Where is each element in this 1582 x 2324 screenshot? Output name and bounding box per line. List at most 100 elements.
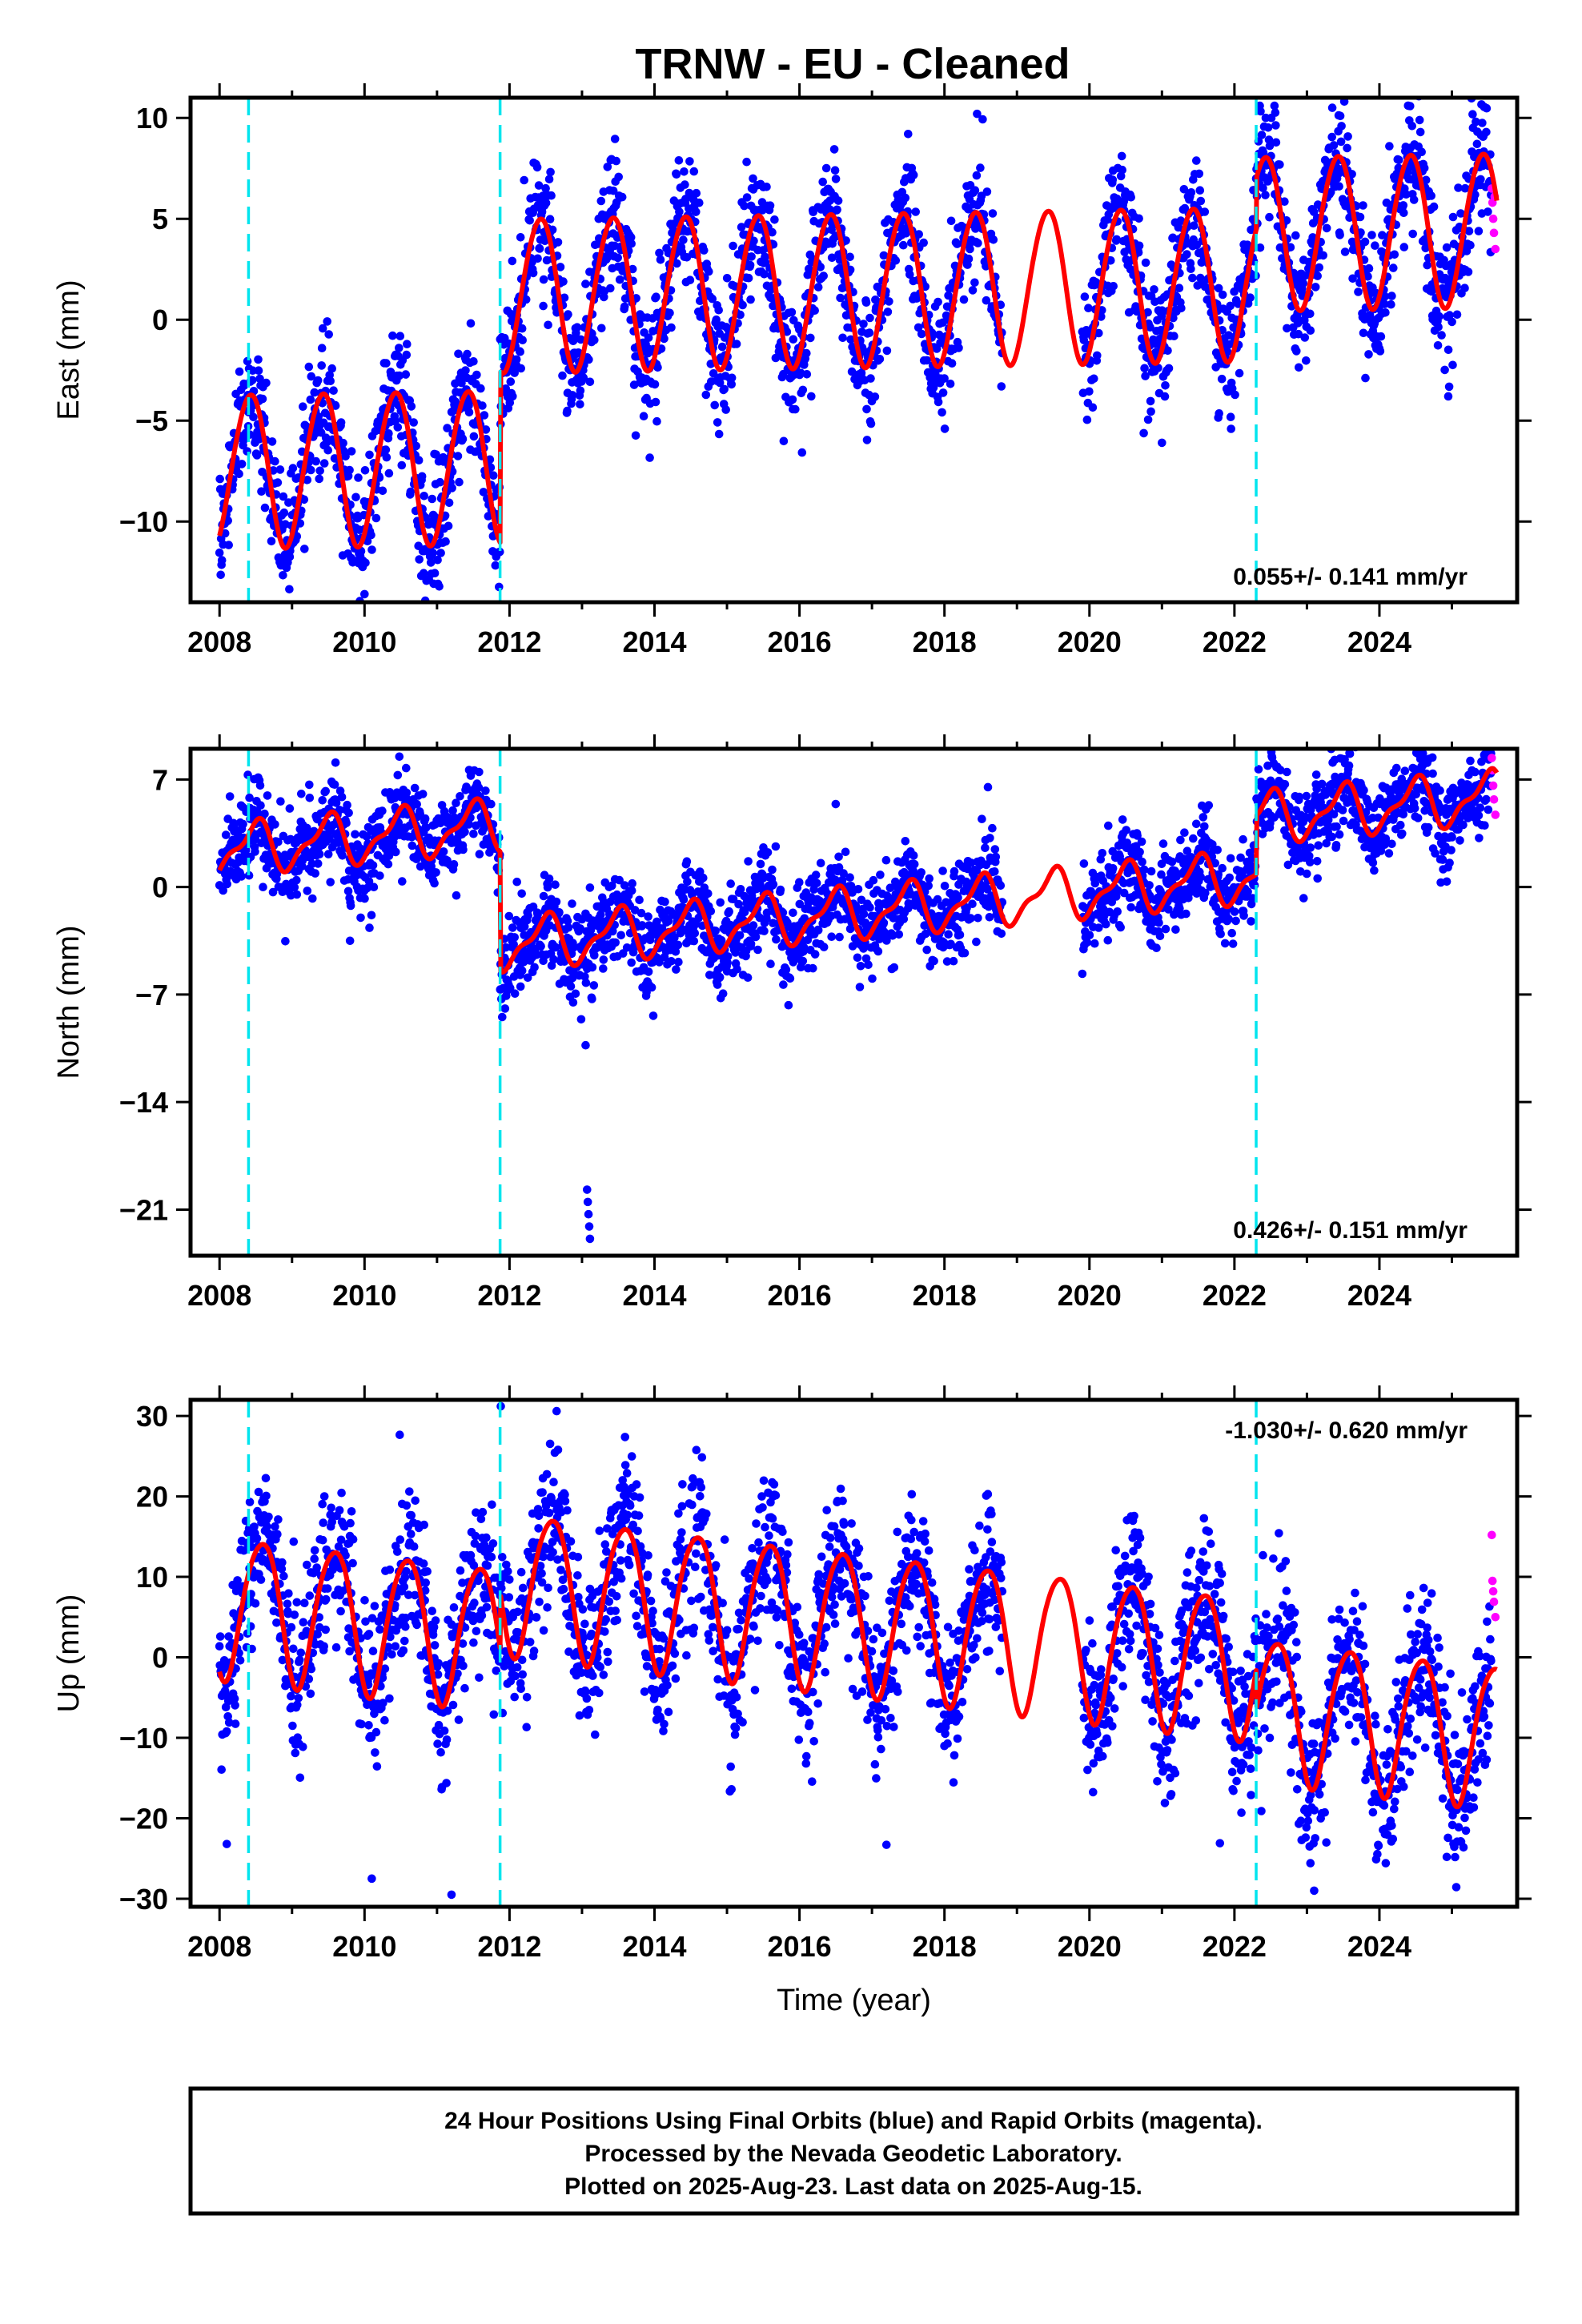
data-point xyxy=(581,978,591,987)
data-point xyxy=(753,945,762,955)
data-point xyxy=(1299,279,1308,288)
data-point xyxy=(299,402,307,411)
data-point xyxy=(1335,182,1343,191)
data-point xyxy=(610,135,620,143)
data-point xyxy=(1180,828,1189,837)
data-point xyxy=(315,466,325,476)
data-point xyxy=(1385,142,1394,151)
outlier-point xyxy=(1327,103,1337,112)
data-point xyxy=(1200,822,1209,831)
data-point xyxy=(409,418,418,427)
data-point xyxy=(436,477,444,487)
data-point xyxy=(934,297,942,307)
data-point xyxy=(905,270,914,279)
data-point xyxy=(342,818,351,827)
data-point xyxy=(603,163,612,171)
data-point xyxy=(1158,839,1168,848)
data-point xyxy=(901,837,910,846)
data-point xyxy=(432,868,440,877)
data-point xyxy=(451,397,460,407)
data-point xyxy=(1223,348,1232,356)
data-point xyxy=(1085,931,1094,939)
data-point xyxy=(1161,381,1170,390)
data-point xyxy=(1116,923,1125,932)
data-point xyxy=(806,333,815,343)
data-point xyxy=(714,429,724,439)
data-point xyxy=(795,878,804,887)
data-point xyxy=(416,862,425,871)
data-point xyxy=(354,473,363,482)
data-point xyxy=(807,392,816,401)
data-point xyxy=(315,474,324,484)
data-point xyxy=(974,239,982,247)
data-point xyxy=(1134,241,1144,251)
data-point xyxy=(500,1004,510,1013)
data-point xyxy=(1460,283,1469,293)
data-point xyxy=(1113,907,1122,916)
data-point xyxy=(608,186,618,195)
velocity-label: 0.055+/- 0.141 mm/yr xyxy=(1233,564,1468,590)
data-point xyxy=(834,852,843,862)
data-point xyxy=(1138,857,1146,866)
data-point xyxy=(1360,237,1370,247)
data-point xyxy=(833,196,843,205)
data-point xyxy=(627,239,636,248)
data-point xyxy=(1189,834,1198,843)
data-point xyxy=(701,390,711,400)
data-point xyxy=(1196,273,1205,283)
data-point xyxy=(1235,368,1244,378)
data-point xyxy=(1215,409,1223,418)
data-point xyxy=(1443,345,1453,355)
data-point xyxy=(1292,347,1301,356)
data-point xyxy=(631,431,640,440)
data-point xyxy=(1464,227,1474,235)
data-point xyxy=(305,794,315,802)
data-point xyxy=(1471,190,1480,199)
data-point xyxy=(841,236,850,245)
data-point xyxy=(763,848,773,857)
data-point xyxy=(679,895,689,904)
data-point xyxy=(988,209,998,218)
data-point xyxy=(398,877,407,886)
data-point xyxy=(1182,909,1191,919)
data-point xyxy=(1283,324,1291,333)
data-point xyxy=(749,174,757,183)
data-point xyxy=(543,883,552,892)
data-point xyxy=(988,823,997,833)
data-point xyxy=(873,947,883,956)
data-point xyxy=(879,251,889,260)
data-point xyxy=(415,555,424,564)
data-point xyxy=(919,238,928,247)
data-point xyxy=(1122,826,1130,834)
data-point xyxy=(881,855,891,865)
data-point xyxy=(712,315,721,324)
data-point xyxy=(809,963,817,973)
plot-area xyxy=(215,749,1500,1256)
data-point xyxy=(584,355,593,364)
data-point xyxy=(720,384,729,394)
data-point xyxy=(1109,282,1118,291)
data-point xyxy=(1442,243,1452,252)
data-point xyxy=(225,792,235,801)
data-point xyxy=(756,859,765,869)
data-point xyxy=(917,329,926,339)
data-point xyxy=(530,963,539,972)
data-point xyxy=(1464,267,1473,276)
data-point xyxy=(745,260,755,270)
data-point xyxy=(310,388,319,397)
data-point xyxy=(628,264,637,274)
data-point xyxy=(1170,332,1178,341)
data-point xyxy=(459,845,468,854)
data-point xyxy=(930,956,938,966)
data-point xyxy=(481,425,491,434)
data-point xyxy=(410,783,420,793)
data-point xyxy=(262,378,271,388)
data-point xyxy=(1163,346,1172,356)
data-point xyxy=(303,476,312,485)
data-point xyxy=(779,436,789,446)
data-point xyxy=(1380,292,1390,301)
data-point xyxy=(612,156,620,166)
data-point xyxy=(407,402,416,411)
data-point xyxy=(857,368,866,378)
data-point xyxy=(615,275,624,284)
